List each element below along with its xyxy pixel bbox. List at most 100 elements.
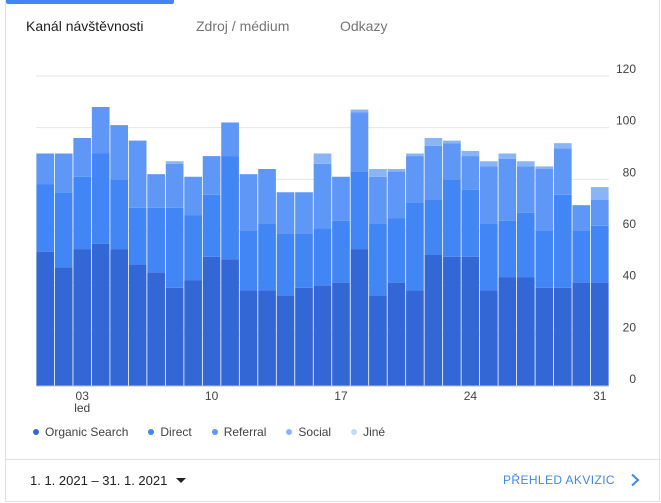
bar-segment-direct[interactable] <box>572 231 591 283</box>
bar-segment-referral[interactable] <box>128 140 147 208</box>
bar-segment-social[interactable] <box>498 153 517 159</box>
bar-segment-referral[interactable] <box>498 158 517 221</box>
bar-segment-direct[interactable] <box>147 207 165 273</box>
bar-segment-social[interactable] <box>350 109 369 113</box>
bar-segment-organic-search[interactable] <box>73 249 92 386</box>
bar-segment-social[interactable] <box>461 150 480 157</box>
bar-segment-referral[interactable] <box>480 166 498 224</box>
bar-segment-organic-search[interactable] <box>516 277 535 387</box>
bar-segment-direct[interactable] <box>313 228 332 286</box>
bar-segment-organic-search[interactable] <box>387 282 406 386</box>
bar-segment-social[interactable] <box>369 169 387 177</box>
bar-segment-social[interactable] <box>480 161 498 167</box>
bar-segment-direct[interactable] <box>239 231 258 291</box>
bar-segment-referral[interactable] <box>572 205 591 231</box>
bar-segment-referral[interactable] <box>239 174 258 231</box>
bar-segment-referral[interactable] <box>387 171 406 219</box>
bar-segment-direct[interactable] <box>535 231 554 288</box>
bar-segment-social[interactable] <box>406 153 424 157</box>
bar-segment-direct[interactable] <box>73 176 92 250</box>
bar-segment-organic-search[interactable] <box>202 256 221 386</box>
bar-segment-direct[interactable] <box>202 194 221 257</box>
bar-segment-referral[interactable] <box>202 156 221 195</box>
date-range-selector[interactable]: 1. 1. 2021 – 31. 1. 2021 <box>30 473 187 488</box>
bar-segment-social[interactable] <box>553 143 572 149</box>
bar-segment-organic-search[interactable] <box>350 249 369 386</box>
bar-segment-direct[interactable] <box>369 223 387 296</box>
bar-segment-referral[interactable] <box>461 156 480 190</box>
bar-segment-direct[interactable] <box>295 233 313 288</box>
bar-segment-direct[interactable] <box>36 184 55 252</box>
bar-segment-direct[interactable] <box>406 202 424 291</box>
bar-segment-organic-search[interactable] <box>295 287 313 386</box>
bar-segment-direct[interactable] <box>128 207 147 265</box>
bar-segment-direct[interactable] <box>276 233 295 296</box>
bar-segment-organic-search[interactable] <box>239 290 258 386</box>
acquisition-overview-link[interactable]: PŘEHLED AKVIZIC <box>503 473 641 487</box>
bar-segment-social[interactable] <box>387 169 406 172</box>
bar-segment-referral[interactable] <box>443 143 461 180</box>
bar-segment-direct[interactable] <box>165 207 184 288</box>
bar-segment-social[interactable] <box>443 140 461 144</box>
bar-segment-direct[interactable] <box>258 223 276 291</box>
tab-referrals[interactable]: Odkazy <box>340 18 388 34</box>
bar-segment-direct[interactable] <box>461 189 480 257</box>
bar-segment-referral[interactable] <box>406 156 424 203</box>
bar-segment-direct[interactable] <box>54 192 73 268</box>
bar-segment-organic-search[interactable] <box>36 251 55 386</box>
bar-segment-organic-search[interactable] <box>406 290 424 386</box>
bar-segment-organic-search[interactable] <box>258 290 276 386</box>
bar-segment-direct[interactable] <box>387 218 406 283</box>
bar-segment-organic-search[interactable] <box>128 264 147 386</box>
bar-segment-organic-search[interactable] <box>184 280 202 386</box>
bar-segment-organic-search[interactable] <box>165 287 184 386</box>
bar-segment-direct[interactable] <box>110 179 129 250</box>
bar-segment-organic-search[interactable] <box>572 282 591 386</box>
bar-segment-direct[interactable] <box>184 215 202 281</box>
bar-segment-referral[interactable] <box>36 153 55 185</box>
bar-segment-direct[interactable] <box>590 225 609 283</box>
bar-segment-referral[interactable] <box>350 112 369 172</box>
bar-segment-direct[interactable] <box>221 156 239 260</box>
bar-segment-organic-search[interactable] <box>553 287 572 386</box>
bar-segment-referral[interactable] <box>91 107 110 154</box>
bar-segment-social[interactable] <box>165 161 184 164</box>
bar-segment-referral[interactable] <box>258 169 276 224</box>
bar-segment-referral[interactable] <box>369 176 387 224</box>
bar-segment-organic-search[interactable] <box>313 285 332 386</box>
bar-segment-referral[interactable] <box>276 192 295 234</box>
bar-segment-referral[interactable] <box>590 200 609 226</box>
bar-segment-direct[interactable] <box>350 171 369 250</box>
bar-segment-direct[interactable] <box>443 179 461 257</box>
bar-segment-organic-search[interactable] <box>276 295 295 386</box>
bar-segment-direct[interactable] <box>424 200 443 255</box>
bar-segment-social[interactable] <box>424 138 443 146</box>
bar-segment-direct[interactable] <box>480 223 498 291</box>
bar-segment-social[interactable] <box>313 153 332 164</box>
bar-segment-organic-search[interactable] <box>332 282 350 386</box>
bar-segment-referral[interactable] <box>165 163 184 208</box>
bar-segment-referral[interactable] <box>295 192 313 234</box>
bar-segment-referral[interactable] <box>313 163 332 229</box>
bar-segment-organic-search[interactable] <box>91 243 110 386</box>
bar-segment-referral[interactable] <box>221 122 239 157</box>
bar-segment-direct[interactable] <box>91 153 110 244</box>
bar-segment-social[interactable] <box>535 166 554 169</box>
bar-segment-referral[interactable] <box>516 166 535 213</box>
tab-traffic-channel[interactable]: Kanál návštěvnosti <box>26 18 144 34</box>
bar-segment-organic-search[interactable] <box>480 290 498 386</box>
bar-segment-referral[interactable] <box>424 145 443 200</box>
bar-segment-referral[interactable] <box>73 138 92 177</box>
bar-segment-referral[interactable] <box>535 169 554 231</box>
bar-segment-organic-search[interactable] <box>443 256 461 386</box>
bar-segment-organic-search[interactable] <box>369 295 387 386</box>
bar-segment-organic-search[interactable] <box>54 267 73 386</box>
bar-segment-referral[interactable] <box>332 176 350 221</box>
bar-segment-organic-search[interactable] <box>461 256 480 386</box>
bar-segment-referral[interactable] <box>110 125 129 180</box>
bar-segment-referral[interactable] <box>54 153 73 193</box>
bar-segment-organic-search[interactable] <box>147 272 165 386</box>
bar-segment-referral[interactable] <box>553 148 572 195</box>
bar-segment-direct[interactable] <box>332 220 350 283</box>
bar-segment-organic-search[interactable] <box>535 287 554 386</box>
